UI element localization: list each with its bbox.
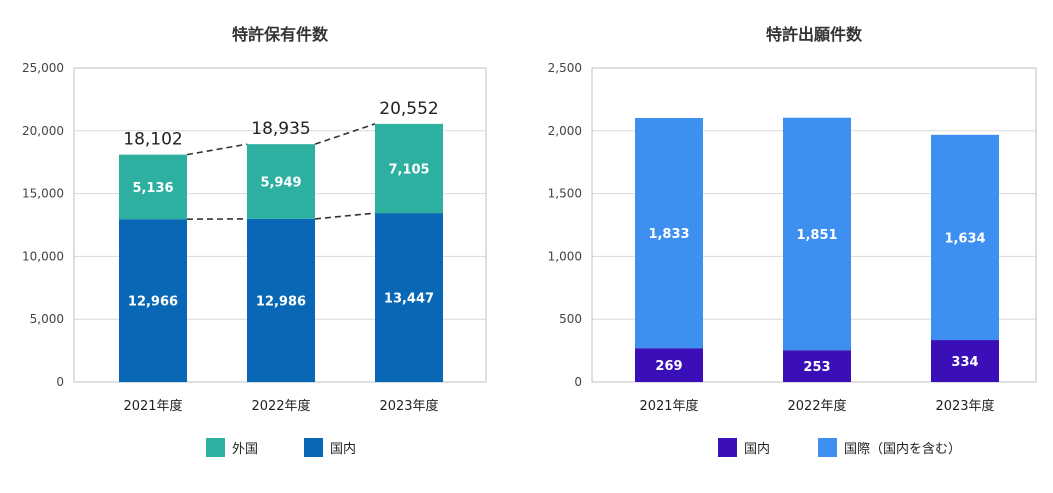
chart-1-total-label: 18,102 xyxy=(123,130,182,150)
chart-2-bar-segment xyxy=(931,340,999,382)
chart-1-legend-swatch xyxy=(206,438,225,457)
chart-2-category-label: 2022年度 xyxy=(787,398,846,414)
chart-2-ytick-label: 500 xyxy=(559,312,582,326)
chart-1-category-label: 2023年度 xyxy=(379,398,438,414)
chart-2-legend-swatch xyxy=(718,438,737,457)
chart-1-connector-line xyxy=(314,123,376,145)
chart-2-ytick-label: 1,000 xyxy=(548,249,582,263)
chart-2-legend-swatch xyxy=(818,438,837,457)
chart-1-connector-line xyxy=(314,212,376,220)
chart-1-ytick-label: 0 xyxy=(56,375,64,389)
chart-2-ytick-label: 2,500 xyxy=(548,61,582,75)
chart-1-bar-segment xyxy=(119,154,187,220)
chart-2-data-label: 269 xyxy=(655,359,682,374)
chart-2-ytick-label: 2,000 xyxy=(548,124,582,138)
chart-1-bar-segment xyxy=(119,219,187,382)
chart-1-data-label: 5,949 xyxy=(260,176,301,191)
chart-1-bar-segment xyxy=(375,123,443,214)
chart-2-data-label: 1,634 xyxy=(944,231,985,246)
chart-1-data-label: 5,136 xyxy=(132,181,173,196)
chart-2-legend-label: 国際（国内を含む） xyxy=(844,441,961,457)
chart-1-ytick-label: 10,000 xyxy=(22,249,64,263)
chart-1-bar-segment xyxy=(375,213,443,382)
chart-1-legend-label: 外国 xyxy=(232,442,258,457)
chart-2-data-label: 1,851 xyxy=(796,228,837,243)
chart-2-data-label: 253 xyxy=(803,360,830,375)
chart-2-bar-segment xyxy=(635,117,703,349)
chart-1-bar-segment xyxy=(247,218,315,382)
chart-1-legend-label: 国内 xyxy=(330,441,356,457)
chart-1-connector-line xyxy=(186,143,248,156)
chart-1-title: 特許保有件数 xyxy=(232,25,329,44)
chart-1-data-label: 7,105 xyxy=(388,162,429,177)
chart-1-ytick-label: 20,000 xyxy=(22,124,64,138)
chart-2-ytick-label: 0 xyxy=(574,375,582,389)
chart-1-total-label: 20,552 xyxy=(379,99,438,119)
chart-1-data-label: 13,447 xyxy=(384,292,434,307)
chart-2-bar-segment xyxy=(635,348,703,382)
chart-2-bar-segment xyxy=(783,350,851,382)
chart-1-ytick-label: 5,000 xyxy=(30,312,64,326)
chart-2-ytick-label: 1,500 xyxy=(548,187,582,201)
chart-2-bar-segment xyxy=(931,134,999,341)
chart-1-ytick-label: 25,000 xyxy=(22,61,64,75)
chart-1-ytick-label: 15,000 xyxy=(22,187,64,201)
chart-2-category-label: 2023年度 xyxy=(935,398,994,414)
chart-2-bar-segment xyxy=(783,117,851,351)
chart-2-category-label: 2021年度 xyxy=(639,398,698,414)
chart-1-data-label: 12,966 xyxy=(128,295,178,310)
chart-2-legend-label: 国内 xyxy=(744,441,770,457)
chart-1-category-label: 2022年度 xyxy=(251,398,310,414)
chart-2-data-label: 1,833 xyxy=(648,227,689,242)
chart-1-bar-segment xyxy=(247,144,315,219)
chart-2-title: 特許出願件数 xyxy=(766,25,863,44)
chart-2-data-label: 334 xyxy=(951,355,978,370)
chart-1-total-label: 18,935 xyxy=(251,119,310,139)
chart-1-category-label: 2021年度 xyxy=(123,398,182,414)
chart-1-data-label: 12,986 xyxy=(256,294,306,309)
chart-1-legend-swatch xyxy=(304,438,323,457)
